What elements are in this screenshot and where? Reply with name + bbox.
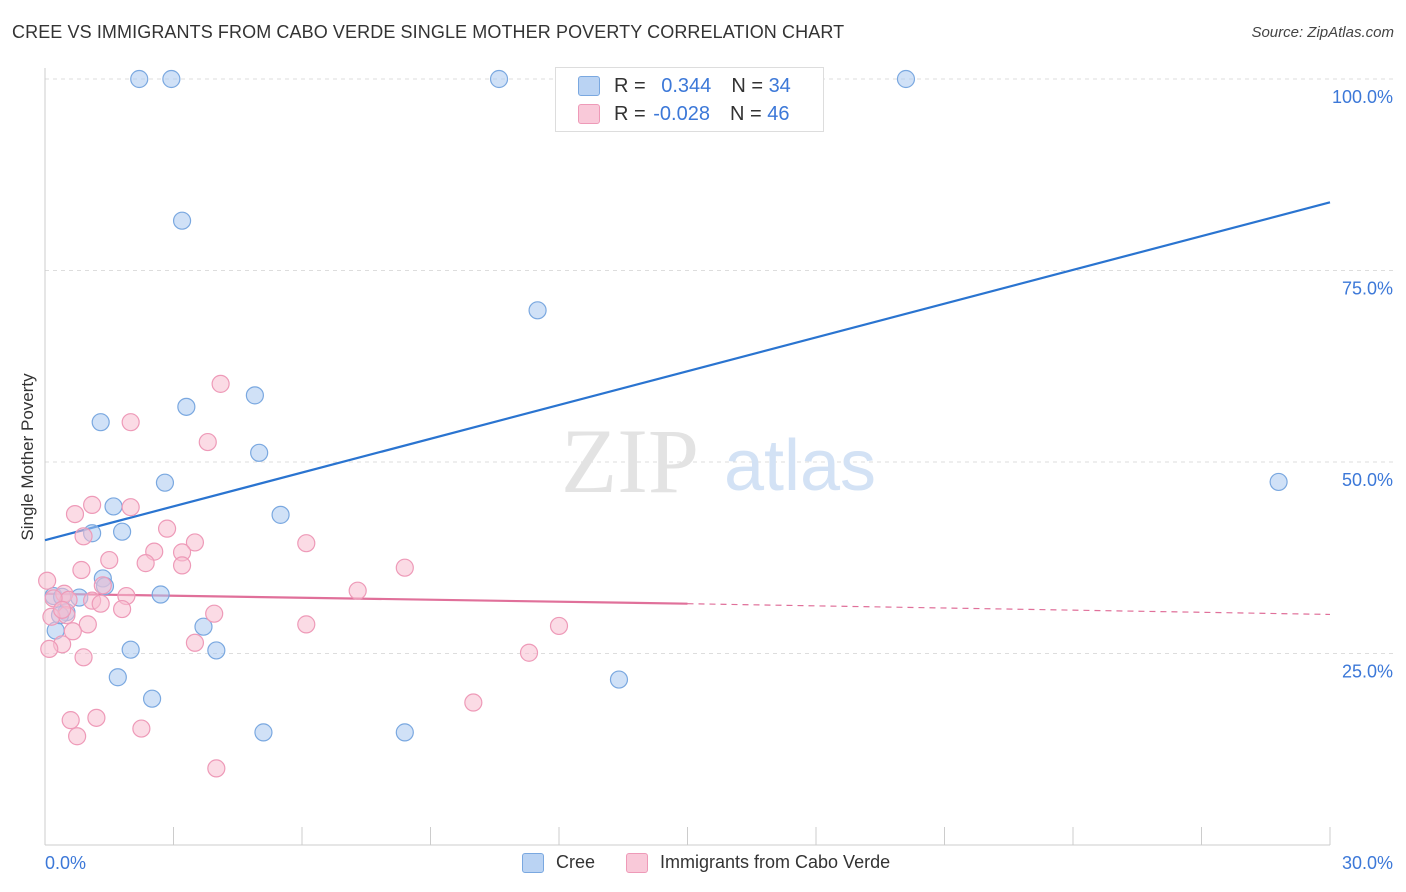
cree-point xyxy=(155,473,175,492)
cabo-verde-point xyxy=(74,527,93,546)
y-tick-label: 25.0% xyxy=(1342,662,1393,682)
cabo-verde-point xyxy=(53,600,72,619)
cree-point xyxy=(194,617,213,636)
correlation-legend: R = 0.344 N = 34 R = -0.028 N = 46 xyxy=(555,67,824,132)
cabo-verde-point xyxy=(40,639,59,659)
cree-point xyxy=(104,497,123,516)
n-value: 46 xyxy=(767,102,790,125)
source-label: Source: ZipAtlas.com xyxy=(1251,24,1394,41)
legend-row-cree: R = 0.344 N = 34 xyxy=(578,73,791,99)
cree-point xyxy=(896,69,916,89)
cabo-verde-point xyxy=(185,633,205,652)
cabo-verde-point xyxy=(68,727,87,746)
cabo-verde-point xyxy=(61,711,80,730)
cree-point xyxy=(1269,472,1288,492)
cabo-verde-point xyxy=(207,759,226,778)
cree-point xyxy=(121,640,140,659)
cabo-verde-swatch xyxy=(578,104,600,124)
r-value: 0.344 xyxy=(661,74,712,97)
cabo-verde-point xyxy=(395,558,414,577)
cree-point xyxy=(177,397,196,416)
cree-point xyxy=(609,670,629,689)
cree-point xyxy=(207,641,226,660)
cree-point xyxy=(172,211,192,230)
cree-point xyxy=(108,668,127,687)
watermark-zip: ZIP xyxy=(561,410,699,512)
cabo-verde-point xyxy=(519,643,539,662)
legend-row-cabo-verde: R = -0.028 N = 46 xyxy=(578,101,789,127)
legend-label-cree: Cree xyxy=(556,852,596,872)
cree-point xyxy=(91,413,110,432)
cabo-verde-point xyxy=(132,719,151,738)
cabo-verde-point xyxy=(83,495,102,514)
cabo-verde-point xyxy=(65,504,85,524)
cabo-verde-point xyxy=(63,622,82,641)
cabo-verde-point xyxy=(198,432,217,452)
r-value: -0.028 xyxy=(653,102,710,125)
cabo-verde-point xyxy=(100,550,119,570)
cabo-verde-swatch xyxy=(626,852,648,873)
cree-point xyxy=(250,443,269,462)
cabo-verde-point xyxy=(157,519,177,538)
cabo-verde-trend-extension xyxy=(687,603,1331,616)
cabo-verde-point xyxy=(72,560,91,580)
cree-point xyxy=(245,386,264,405)
n-label: N = xyxy=(731,74,763,97)
cabo-verde-point xyxy=(549,616,569,636)
cree-swatch xyxy=(578,76,600,96)
cree-point xyxy=(142,689,162,708)
x-tick-label: 30.0% xyxy=(1342,853,1393,873)
cree-point xyxy=(395,723,414,742)
r-label: R = xyxy=(614,74,646,97)
cabo-verde-point xyxy=(464,693,483,712)
cabo-verde-point xyxy=(205,604,224,623)
cree-point xyxy=(489,69,509,89)
cabo-verde-point xyxy=(91,594,110,613)
cree-point xyxy=(151,585,170,604)
legend-item-cree: Cree xyxy=(522,852,595,873)
cabo-verde-point xyxy=(297,615,316,634)
cabo-verde-point xyxy=(121,498,140,517)
cabo-verde-point xyxy=(38,571,57,590)
watermark-atlas: atlas xyxy=(724,426,876,506)
cree-point xyxy=(254,723,273,742)
y-tick-label: 75.0% xyxy=(1342,279,1393,299)
cabo-verde-point xyxy=(185,533,205,552)
cabo-verde-point xyxy=(112,599,132,619)
cabo-verde-point xyxy=(172,556,192,575)
cree-trend-line xyxy=(44,201,1331,542)
cabo-verde-point xyxy=(348,581,367,600)
cree-swatch xyxy=(522,852,544,873)
legend-item-cabo-verde: Immigrants from Cabo Verde xyxy=(626,852,890,873)
y-tick-label: 100.0% xyxy=(1332,87,1393,107)
cree-point xyxy=(162,69,181,89)
cabo-verde-trend-line xyxy=(44,592,688,605)
y-tick-label: 50.0% xyxy=(1342,470,1393,490)
cabo-verde-point xyxy=(136,554,155,573)
cree-point xyxy=(130,69,149,89)
cabo-verde-point xyxy=(74,648,93,667)
cabo-verde-point xyxy=(211,374,230,393)
cree-point xyxy=(271,505,290,524)
cree-point xyxy=(112,522,132,541)
cabo-verde-point xyxy=(78,615,97,634)
cabo-verde-point xyxy=(87,708,106,727)
legend-label-cabo-verde: Immigrants from Cabo Verde xyxy=(660,852,891,872)
n-value: 34 xyxy=(768,74,791,97)
cabo-verde-point xyxy=(121,413,140,432)
cabo-verde-point xyxy=(297,534,316,553)
cabo-verde-point xyxy=(93,576,112,595)
chart-title: CREE VS IMMIGRANTS FROM CABO VERDE SINGL… xyxy=(12,22,845,42)
n-label: N = xyxy=(729,102,762,125)
cree-point xyxy=(528,301,547,320)
x-tick-label: 0.0% xyxy=(45,853,86,873)
r-label: R = xyxy=(614,102,646,125)
